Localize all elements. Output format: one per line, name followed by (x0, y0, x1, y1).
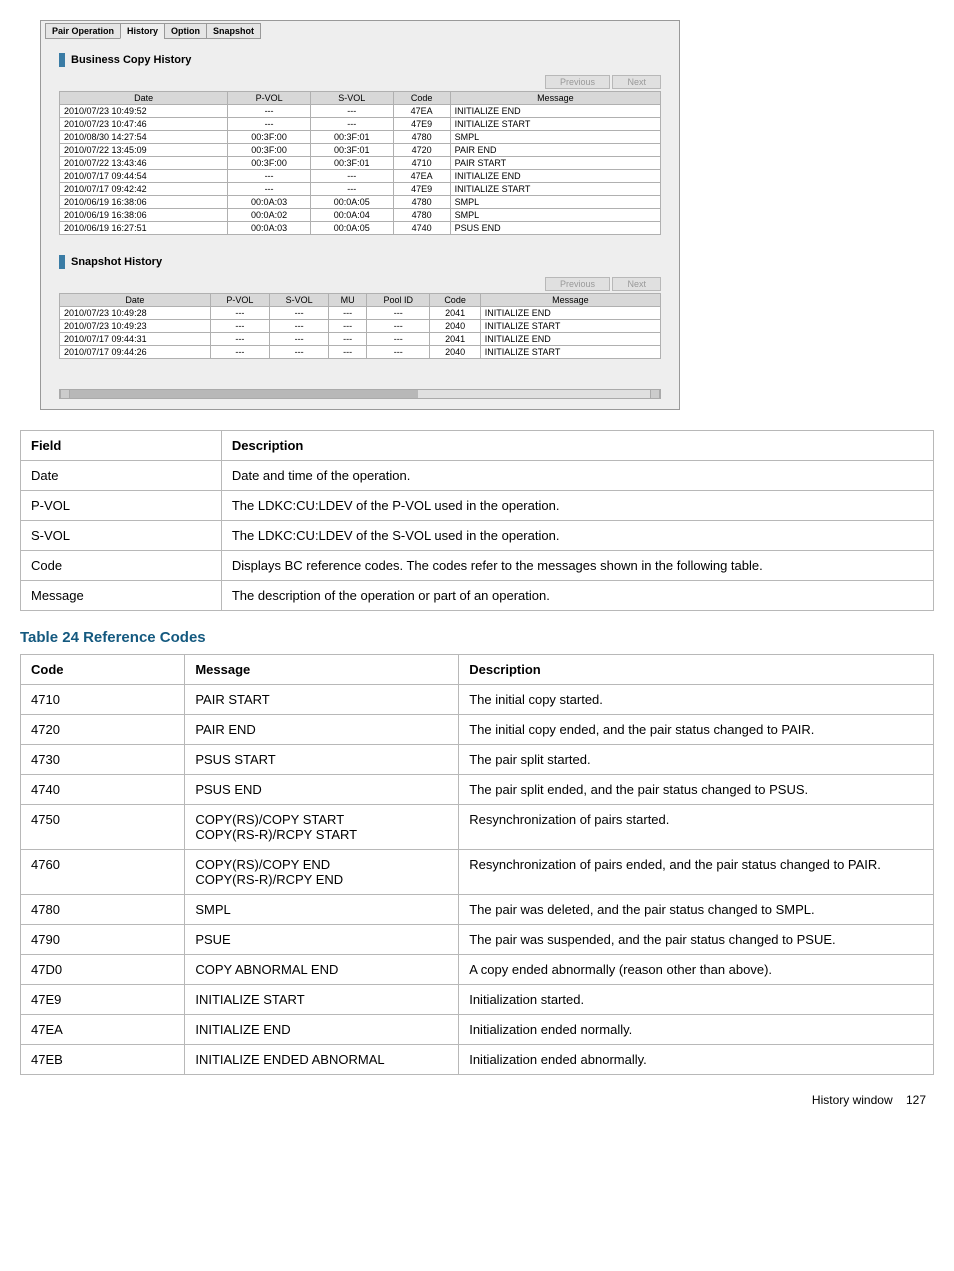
table-row[interactable]: 2010/06/19 16:27:5100:0A:0300:0A:054740P… (60, 222, 661, 235)
field-description-table: Field Description DateDate and time of t… (20, 430, 934, 611)
bc-history-table: Date P-VOL S-VOL Code Message 2010/07/23… (59, 91, 661, 235)
bc-history-nav: Previous Next (59, 75, 661, 89)
tabs-row: Pair Operation History Option Snapshot (41, 21, 679, 39)
table-row: 4750COPY(RS)/COPY START COPY(RS-R)/RCPY … (21, 805, 934, 850)
desc-col-header: Description (221, 431, 933, 461)
bc-col-date: Date (60, 92, 228, 105)
snap-col-svol: S-VOL (269, 294, 328, 307)
table-row[interactable]: 2010/07/23 10:49:52------47EAINITIALIZE … (60, 105, 661, 118)
table-row: 4740PSUS ENDThe pair split ended, and th… (21, 775, 934, 805)
table-row: 47E9INITIALIZE STARTInitialization start… (21, 985, 934, 1015)
snap-col-pool: Pool ID (367, 294, 430, 307)
bc-next-button[interactable]: Next (612, 75, 661, 89)
table-row[interactable]: 2010/07/23 10:49:23------------2040INITI… (60, 320, 661, 333)
bc-col-msg: Message (450, 92, 660, 105)
ref-col-msg: Message (185, 655, 459, 685)
table-row: 47EAINITIALIZE ENDInitialization ended n… (21, 1015, 934, 1045)
snap-col-pvol: P-VOL (210, 294, 269, 307)
snap-history-table: Date P-VOL S-VOL MU Pool ID Code Message… (59, 293, 661, 359)
snap-history-nav: Previous Next (59, 277, 661, 291)
table-row[interactable]: 2010/07/23 10:47:46------47E9INITIALIZE … (60, 118, 661, 131)
ref-col-desc: Description (459, 655, 934, 685)
table-row[interactable]: 2010/06/19 16:38:0600:0A:0300:0A:054780S… (60, 196, 661, 209)
bc-prev-button[interactable]: Previous (545, 75, 610, 89)
table-row: P-VOLThe LDKC:CU:LDEV of the P-VOL used … (21, 491, 934, 521)
table-row: MessageThe description of the operation … (21, 581, 934, 611)
table-row: 47EBINITIALIZE ENDED ABNORMALInitializat… (21, 1045, 934, 1075)
page-footer: History window 127 (20, 1093, 934, 1107)
bc-col-svol: S-VOL (310, 92, 393, 105)
tab-pair-operation[interactable]: Pair Operation (45, 23, 121, 39)
table-row[interactable]: 2010/07/22 13:43:4600:3F:0000:3F:014710P… (60, 157, 661, 170)
table-row: CodeDisplays BC reference codes. The cod… (21, 551, 934, 581)
table-row: 47D0COPY ABNORMAL ENDA copy ended abnorm… (21, 955, 934, 985)
table-row: 4790PSUEThe pair was suspended, and the … (21, 925, 934, 955)
table-row[interactable]: 2010/07/17 09:42:42------47E9INITIALIZE … (60, 183, 661, 196)
table-row: 4730PSUS STARTThe pair split started. (21, 745, 934, 775)
table-row[interactable]: 2010/07/17 09:44:31------------2041INITI… (60, 333, 661, 346)
history-window-screenshot: Pair Operation History Option Snapshot B… (40, 20, 680, 410)
reference-codes-table: Code Message Description 4710PAIR STARTT… (20, 654, 934, 1075)
horizontal-scrollbar[interactable] (59, 389, 661, 399)
ref-table-caption: Table 24 Reference Codes (20, 629, 934, 646)
tab-snapshot[interactable]: Snapshot (206, 23, 261, 39)
bc-col-code: Code (393, 92, 450, 105)
page-number: 127 (906, 1093, 926, 1107)
table-row[interactable]: 2010/07/22 13:45:0900:3F:0000:3F:014720P… (60, 144, 661, 157)
snap-prev-button[interactable]: Previous (545, 277, 610, 291)
snap-col-date: Date (60, 294, 211, 307)
table-row: DateDate and time of the operation. (21, 461, 934, 491)
table-row[interactable]: 2010/07/17 09:44:26------------2040INITI… (60, 346, 661, 359)
table-row[interactable]: 2010/06/19 16:38:0600:0A:0200:0A:044780S… (60, 209, 661, 222)
bc-col-pvol: P-VOL (228, 92, 311, 105)
panel: Business Copy History Previous Next Date… (41, 39, 679, 409)
snap-history-title: Snapshot History (59, 255, 661, 269)
snap-next-button[interactable]: Next (612, 277, 661, 291)
table-row: 4710PAIR STARTThe initial copy started. (21, 685, 934, 715)
table-row: 4780SMPLThe pair was deleted, and the pa… (21, 895, 934, 925)
table-row: S-VOLThe LDKC:CU:LDEV of the S-VOL used … (21, 521, 934, 551)
ref-col-code: Code (21, 655, 185, 685)
bc-history-title: Business Copy History (59, 53, 661, 67)
snap-col-mu: MU (329, 294, 367, 307)
table-row[interactable]: 2010/07/17 09:44:54------47EAINITIALIZE … (60, 170, 661, 183)
tab-history[interactable]: History (120, 23, 165, 39)
table-row[interactable]: 2010/07/23 10:49:28------------2041INITI… (60, 307, 661, 320)
snap-col-msg: Message (480, 294, 660, 307)
tab-option[interactable]: Option (164, 23, 207, 39)
field-col-header: Field (21, 431, 222, 461)
footer-label: History window (812, 1093, 893, 1107)
table-row: 4760COPY(RS)/COPY END COPY(RS-R)/RCPY EN… (21, 850, 934, 895)
snap-col-code: Code (430, 294, 480, 307)
table-row: 4720PAIR ENDThe initial copy ended, and … (21, 715, 934, 745)
table-row[interactable]: 2010/08/30 14:27:5400:3F:0000:3F:014780S… (60, 131, 661, 144)
